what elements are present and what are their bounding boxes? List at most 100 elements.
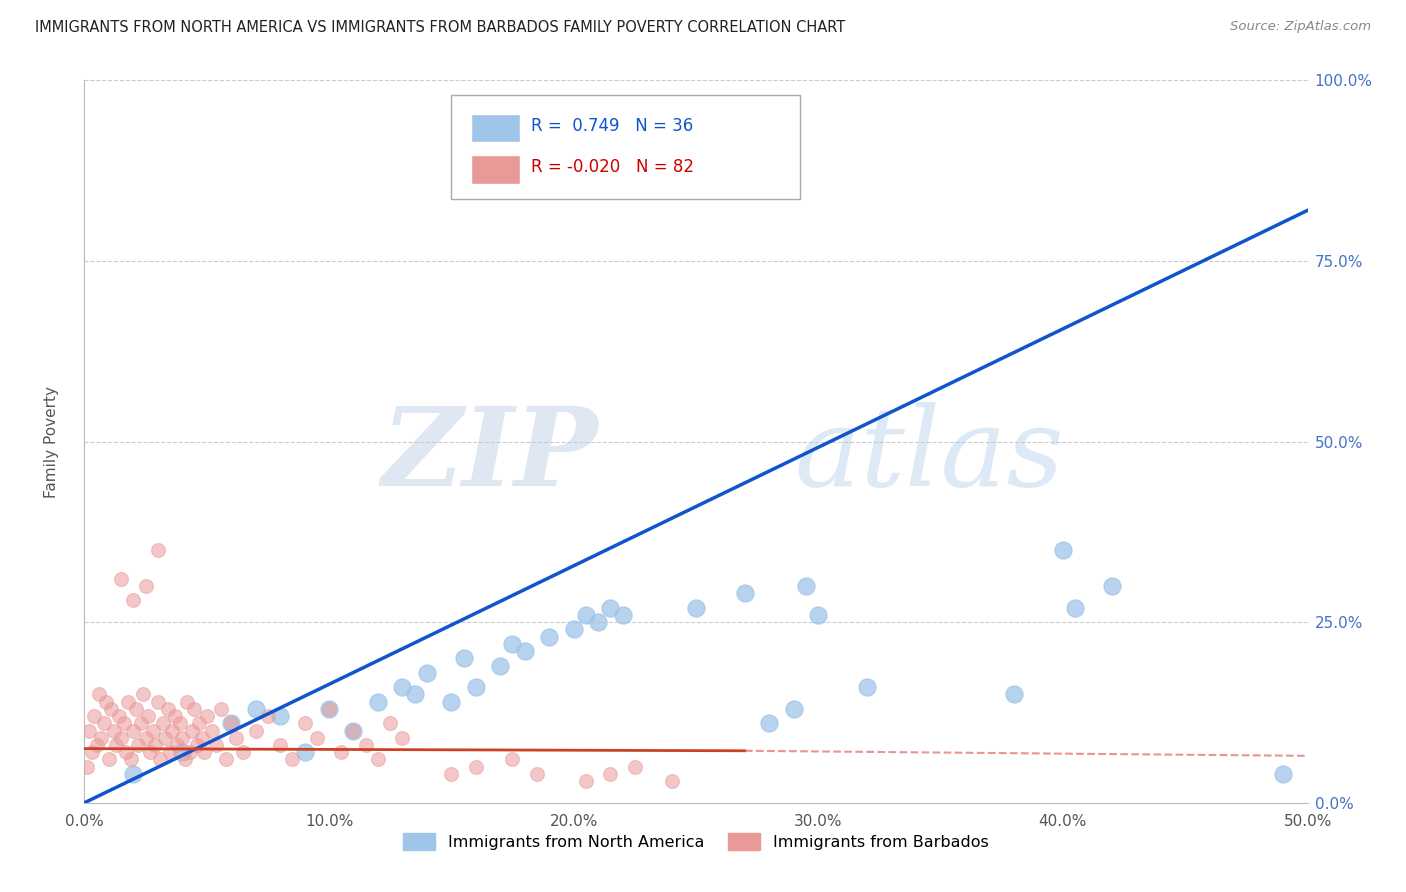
Point <box>135 579 157 593</box>
Point <box>464 680 486 694</box>
Point <box>489 658 512 673</box>
Point <box>120 752 142 766</box>
Point <box>215 752 238 766</box>
Point <box>112 716 135 731</box>
Point <box>132 687 155 701</box>
Point <box>391 680 413 694</box>
Point <box>122 593 145 607</box>
Point <box>172 731 194 745</box>
Point <box>330 745 353 759</box>
Point <box>1101 579 1123 593</box>
Point <box>205 738 228 752</box>
Point <box>142 723 165 738</box>
Point <box>269 738 291 752</box>
Point <box>183 702 205 716</box>
Point <box>404 687 426 701</box>
Point <box>219 716 242 731</box>
Point <box>146 695 169 709</box>
Point <box>136 709 159 723</box>
Point <box>794 579 817 593</box>
Point <box>538 630 561 644</box>
Point <box>294 716 316 731</box>
FancyBboxPatch shape <box>471 154 520 184</box>
Point <box>122 767 145 781</box>
Point <box>195 709 218 723</box>
Point <box>97 752 120 766</box>
Point <box>599 600 621 615</box>
Point <box>440 767 463 781</box>
Point <box>156 702 179 716</box>
Point <box>318 702 340 716</box>
Point <box>125 702 148 716</box>
Point <box>245 723 267 738</box>
Point <box>146 542 169 557</box>
Point <box>139 745 162 759</box>
Point <box>294 745 316 759</box>
Point <box>153 731 176 745</box>
Point <box>367 752 389 766</box>
Point <box>807 607 830 622</box>
Point <box>163 709 186 723</box>
Text: R =  0.749   N = 36: R = 0.749 N = 36 <box>531 117 693 135</box>
Point <box>661 774 683 789</box>
Point <box>612 607 634 622</box>
Point <box>110 572 132 586</box>
Point <box>93 716 115 731</box>
Point <box>152 716 174 731</box>
Point <box>562 623 585 637</box>
Point <box>586 615 609 630</box>
Y-axis label: Family Poverty: Family Poverty <box>45 385 59 498</box>
Point <box>380 716 402 731</box>
Point <box>209 702 232 716</box>
Point <box>173 752 195 766</box>
Point <box>110 731 132 745</box>
Point <box>135 731 157 745</box>
Point <box>115 745 138 759</box>
Point <box>179 745 201 759</box>
Text: ZIP: ZIP <box>381 402 598 509</box>
Point <box>149 752 172 766</box>
Point <box>143 738 166 752</box>
Point <box>758 716 780 731</box>
Point <box>80 745 103 759</box>
Point <box>783 702 806 716</box>
Point <box>176 695 198 709</box>
Point <box>1272 767 1295 781</box>
Text: atlas: atlas <box>794 402 1063 509</box>
Point <box>257 709 280 723</box>
Point <box>513 644 536 658</box>
Point <box>342 723 364 738</box>
Point <box>225 731 247 745</box>
Point <box>87 687 110 701</box>
Point <box>166 738 188 752</box>
Point <box>269 709 291 723</box>
Point <box>105 738 128 752</box>
Point <box>219 716 242 731</box>
Point <box>305 731 328 745</box>
Point <box>575 607 598 622</box>
Point <box>90 731 112 745</box>
Point <box>1064 600 1087 615</box>
Point <box>367 695 389 709</box>
Point <box>100 702 122 716</box>
Point <box>76 760 98 774</box>
Point <box>318 702 340 716</box>
Point <box>103 723 125 738</box>
Point <box>440 695 463 709</box>
Point <box>83 709 105 723</box>
Text: R = -0.020   N = 82: R = -0.020 N = 82 <box>531 158 693 176</box>
Legend: Immigrants from North America, Immigrants from Barbados: Immigrants from North America, Immigrant… <box>396 827 995 856</box>
Point <box>232 745 254 759</box>
Point <box>127 738 149 752</box>
Point <box>200 723 222 738</box>
Point <box>281 752 304 766</box>
Point <box>453 651 475 665</box>
Text: IMMIGRANTS FROM NORTH AMERICA VS IMMIGRANTS FROM BARBADOS FAMILY POVERTY CORRELA: IMMIGRANTS FROM NORTH AMERICA VS IMMIGRA… <box>35 20 845 35</box>
Point <box>191 731 214 745</box>
Point <box>575 774 598 789</box>
Point <box>162 723 184 738</box>
Point <box>464 760 486 774</box>
Point <box>342 723 364 738</box>
Point <box>624 760 647 774</box>
Point <box>391 731 413 745</box>
